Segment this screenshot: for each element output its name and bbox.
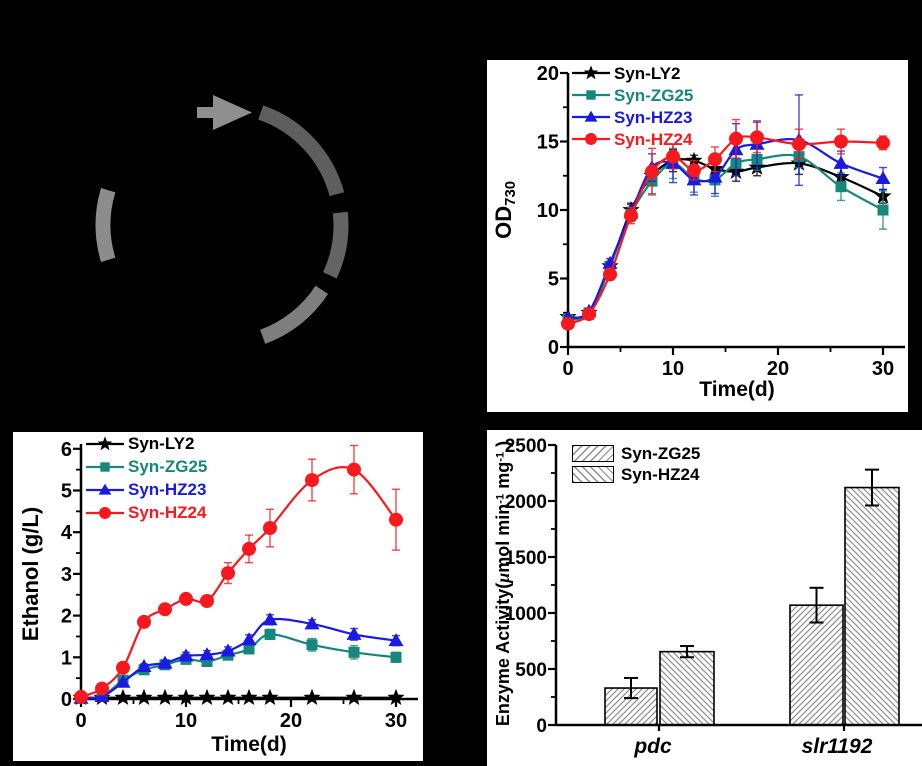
enzyme-activity-bar-pdc-Syn-ZG25 [604,676,658,726]
svg-text:20: 20 [537,63,559,85]
legend-item-syn-ly2: Syn-LY2 [571,62,693,84]
svg-text:1000: 1000 [505,604,547,625]
od-x-axis-label: Time(d) [699,378,775,401]
triangle-marker-icon [572,110,610,122]
enzyme-y-axis-label: Enzyme Activity(μmol min-1 mg-1 ) [493,440,513,727]
legend-item-syn-zg25: Syn-ZG25 [572,443,700,464]
legend-label: Syn-ZG25 [614,85,694,105]
enzyme-activity-ticks [548,443,846,731]
svg-text:0: 0 [536,716,547,737]
ethanol-x-axis-label: Time(d) [211,733,287,756]
legend-label: Syn-HZ24 [614,129,693,149]
legend-item-syn-hz23: Syn-HZ23 [85,478,207,501]
enzyme-chart-legend: Syn-ZG25 Syn-HZ24 [572,443,700,485]
legend-item-syn-hz23: Syn-HZ23 [571,106,693,128]
ethanol-production-ticks [73,447,398,707]
svg-text:2000: 2000 [505,492,547,513]
legend-item-syn-hz24: Syn-HZ24 [572,464,700,485]
svg-text:20: 20 [280,710,302,732]
legend-item-syn-zg25: Syn-ZG25 [85,455,207,478]
legend-label: Syn-HZ23 [128,480,207,499]
svg-text:0: 0 [548,337,559,359]
triangle-marker-icon [86,483,124,495]
forward-hatch-swatch-icon [572,445,614,462]
od-growth-chart-panel: 0 10 20 30 0 5 10 15 20 OD730 Time(d) Syn-LY2 Sy… [487,60,908,412]
ethanol-chart-plot: 0 10 20 30 0 1 2 3 4 5 6 [61,439,418,732]
enzyme-chart-plot: 0 500 1000 1500 2000 2500 [505,436,922,737]
od-y-axis-label: OD730 [491,180,519,239]
ethanol-y-axis-label: Ethanol (g/L) [18,506,43,642]
svg-text:4: 4 [61,522,73,544]
square-marker-icon [86,461,124,472]
od-growth-series-Syn-ZG25 [562,144,889,326]
enzyme-activity-bar-slr1192-Syn-HZ24 [844,468,900,726]
svg-text:30: 30 [385,710,407,732]
svg-text:10: 10 [662,358,684,380]
ethanol-production-series-Syn-HZ23 [73,612,404,704]
svg-text:1500: 1500 [505,548,547,569]
promoter-arrow-icon [197,95,252,130]
svg-text:3: 3 [61,564,72,586]
legend-item-syn-hz24: Syn-HZ24 [85,501,207,524]
enzyme-activity-bar-slr1192-Syn-ZG25 [789,586,844,726]
svg-text:5: 5 [548,269,559,291]
star-marker-icon [572,65,610,80]
legend-label: Syn-HZ24 [128,503,207,522]
category-label-slr1192: slr1192 [801,735,873,758]
svg-text:0: 0 [562,358,573,380]
plasmid-diagram [95,95,349,344]
svg-text:0: 0 [61,689,72,711]
ethanol-chart-legend: Syn-LY2 Syn-ZG25 Syn-HZ23 Syn-HZ24 [85,432,207,524]
legend-label: Syn-LY2 [614,63,681,83]
legend-item-syn-zg25: Syn-ZG25 [571,84,693,106]
legend-label: Syn-LY2 [128,434,195,453]
svg-text:30: 30 [872,358,894,380]
legend-label: Syn-ZG25 [621,444,701,463]
ethanol-chart-panel: 0 10 20 30 0 1 2 3 4 5 6 Ethanol (g/L) Time(d) Syn… [13,432,423,761]
svg-text:20: 20 [767,358,789,380]
enzyme-activity-bar-pdc-Syn-HZ24 [659,645,715,726]
plasmid-arc-segment-0 [258,105,345,197]
svg-text:6: 6 [61,439,72,461]
ethanol-production-series-Syn-HZ24 [74,444,403,704]
svg-text:0: 0 [75,710,86,732]
legend-label: Syn-HZ24 [621,465,700,484]
svg-text:5: 5 [61,481,72,503]
svg-text:2500: 2500 [505,436,547,457]
od-chart-legend: Syn-LY2 Syn-ZG25 Syn-HZ23 Syn-HZ24 [571,62,693,150]
circle-marker-icon [86,506,124,519]
star-marker-icon [86,435,124,450]
plasmid-arc-segment-2 [259,285,329,344]
od-growth-series-Syn-HZ24 [561,118,890,331]
svg-text:10: 10 [537,200,559,222]
legend-item-syn-ly2: Syn-LY2 [85,432,207,455]
svg-text:2: 2 [61,606,72,628]
legend-label: Syn-HZ23 [614,107,693,127]
od-growth-ticks [560,71,885,355]
enzyme-activity-chart-panel: 0 500 1000 1500 2000 2500 Enzyme Activity(μmo… [487,430,922,766]
legend-item-syn-hz24: Syn-HZ24 [571,128,693,150]
svg-text:500: 500 [515,660,547,681]
backward-hatch-swatch-icon [572,466,614,483]
category-label-pdc: pdc [634,735,672,758]
od-chart-plot: 0 10 20 30 0 5 10 15 20 [537,63,905,380]
plasmid-arc-segment-1 [323,211,349,279]
svg-text:1: 1 [61,647,72,669]
legend-label: Syn-ZG25 [128,457,208,476]
circle-marker-icon [572,133,610,145]
svg-text:15: 15 [537,132,559,154]
plasmid-arc-segment-3 [95,188,116,262]
svg-text:10: 10 [175,710,197,732]
square-marker-icon [572,90,610,100]
